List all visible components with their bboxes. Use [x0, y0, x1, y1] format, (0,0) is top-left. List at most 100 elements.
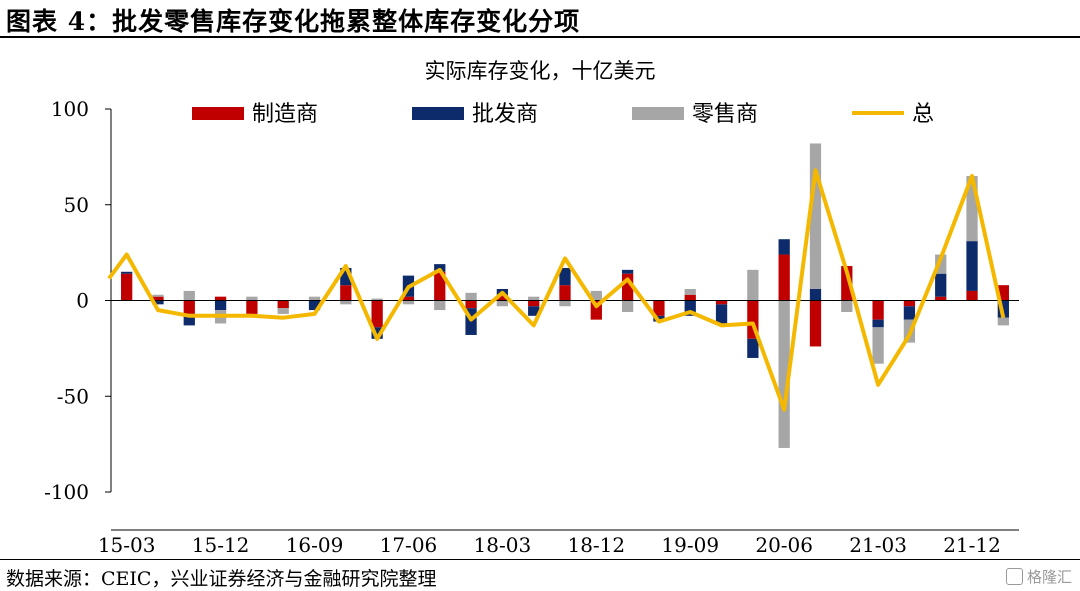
- bottom-rule: [0, 559, 1080, 560]
- watermark: 格隆汇: [1005, 566, 1072, 587]
- total-line-series: [107, 168, 1006, 412]
- bar-segment-3: [590, 290, 602, 301]
- bar-segment-3: [747, 269, 759, 301]
- bar-segment-2: [778, 239, 790, 255]
- legend-label-3: 零售商: [692, 102, 758, 127]
- bar-segment-1: [246, 300, 258, 314]
- bar-segment-1: [872, 300, 884, 320]
- x-tick-label: 20-06: [755, 533, 813, 555]
- bar-segment-2: [715, 304, 728, 324]
- bar-segment-1: [496, 294, 509, 301]
- bar-segment-2: [308, 300, 321, 311]
- bar-segment-1: [183, 300, 195, 314]
- chart-title: 实际库存变化，十亿美元: [425, 59, 656, 83]
- bar-segment-2: [747, 338, 759, 358]
- bar-segment-2: [152, 300, 164, 305]
- x-tick-label: 16-09: [286, 533, 344, 555]
- bar-segment-2: [183, 313, 195, 326]
- legend-swatch-2: [412, 107, 464, 120]
- x-axis: 15-03 15-12 16-09 17-06 18-03 18-12 19-09 20-06…: [98, 300, 1019, 555]
- x-tick-label: 21-03: [849, 533, 907, 555]
- bar-segment-2: [559, 267, 571, 286]
- bar-segment-3: [872, 327, 884, 364]
- bar-segment-3: [528, 296, 540, 301]
- bar-segment-3: [434, 300, 446, 311]
- x-tick-label: 15-12: [192, 533, 250, 555]
- bar-segment-1: [434, 271, 446, 301]
- y-axis: -100 -50 0 50 100: [44, 97, 112, 504]
- bar-segment-2: [214, 300, 227, 311]
- bar-segment-1: [684, 294, 696, 301]
- bar-segment-2: [528, 306, 540, 316]
- bar-segment-3: [997, 317, 1009, 326]
- x-tick-label: 19-09: [661, 533, 719, 555]
- bar-segment-1: [528, 300, 540, 307]
- y-tick-label: 100: [51, 97, 89, 121]
- chart-legend: 制造商 批发商 零售商 总: [192, 102, 934, 127]
- bar-segment-1: [903, 300, 916, 307]
- bar-segment-3: [935, 254, 947, 274]
- y-tick-label: 0: [76, 289, 89, 313]
- bar-segment-3: [621, 300, 634, 312]
- bar-segment-3: [340, 300, 352, 305]
- watermark-text: 格隆汇: [1026, 568, 1072, 586]
- y-tick-label: 50: [64, 193, 89, 217]
- watermark-logo-icon: [1005, 568, 1023, 585]
- figure-title: 图表 4：批发零售库存变化拖累整体库存变化分项: [6, 7, 581, 36]
- bar-segment-3: [841, 300, 853, 312]
- bar-segment-2: [935, 273, 947, 297]
- bar-segment-3: [465, 292, 477, 301]
- y-tick-label: -100: [44, 480, 89, 504]
- bar-segment-2: [872, 319, 884, 328]
- bar-segment-1: [402, 296, 415, 301]
- bar-segment-2: [121, 271, 133, 274]
- bar-segment-3: [371, 298, 383, 301]
- x-tick-label: 15-03: [98, 533, 156, 555]
- bar-segment-3: [684, 289, 696, 295]
- bar-segment-1: [152, 296, 164, 301]
- bar-segment-1: [841, 266, 853, 301]
- x-tick-label: 18-12: [567, 533, 625, 555]
- bar-segment-1: [340, 285, 352, 301]
- bar-segment-3: [809, 143, 822, 290]
- bar-segment-1: [966, 290, 978, 301]
- bar-segment-1: [621, 273, 634, 301]
- bar-series: [121, 143, 1009, 448]
- bar-segment-1: [465, 300, 477, 309]
- bar-segment-1: [653, 300, 665, 316]
- legend-label-2: 批发商: [472, 102, 538, 127]
- bar-segment-1: [809, 300, 822, 347]
- bar-segment-1: [371, 300, 383, 328]
- x-tick-label: 21-12: [943, 533, 1001, 555]
- bar-segment-2: [684, 300, 696, 316]
- bar-segment-2: [371, 327, 383, 339]
- total-line: [107, 168, 1006, 412]
- bar-segment-3: [402, 300, 415, 305]
- bar-segment-1: [214, 296, 227, 301]
- bar-segment-1: [778, 254, 790, 301]
- bar-segment-2: [966, 241, 978, 291]
- inventory-change-chart: 实际库存变化，十亿美元 制造商 批发商 零售商 总 -100 -50 0 50 100 15-…: [44, 59, 1019, 555]
- bar-segment-1: [590, 300, 602, 320]
- bar-segment-1: [121, 273, 133, 301]
- top-rule: [0, 36, 1080, 38]
- bar-segment-1: [559, 285, 571, 301]
- legend-label-4: 总: [912, 102, 934, 127]
- legend-label-1: 制造商: [252, 102, 318, 127]
- bar-segment-1: [277, 300, 289, 309]
- legend-swatch-3: [632, 107, 684, 120]
- source-note: 数据来源：CEIC，兴业证券经济与金融研究院整理: [6, 568, 437, 590]
- bar-segment-3: [308, 296, 321, 301]
- bar-segment-2: [621, 269, 634, 274]
- bar-segment-1: [747, 300, 759, 339]
- bar-segment-3: [152, 294, 164, 297]
- y-tick-label: -50: [57, 384, 89, 408]
- bar-segment-2: [903, 306, 916, 320]
- bar-segment-3: [246, 296, 258, 301]
- bar-segment-3: [183, 290, 195, 301]
- bar-segment-3: [778, 300, 790, 448]
- bar-segment-1: [935, 296, 947, 301]
- bar-segment-2: [809, 289, 822, 301]
- bar-segment-1: [715, 300, 728, 305]
- x-tick-label: 18-03: [474, 533, 532, 555]
